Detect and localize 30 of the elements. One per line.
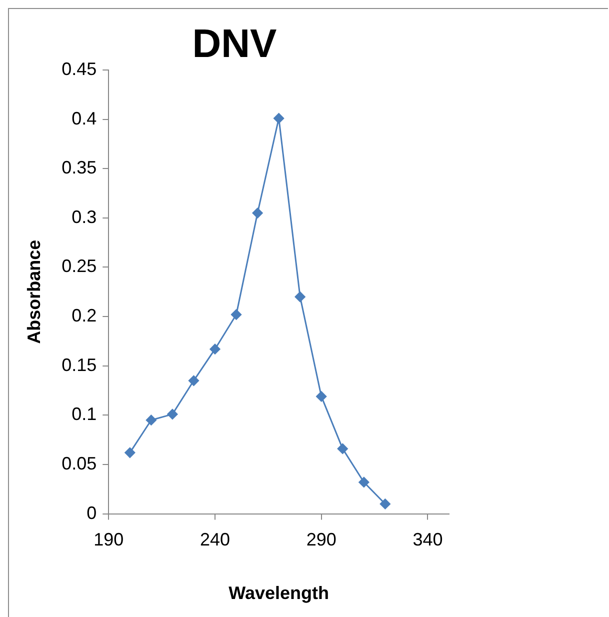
point (316, 391, 327, 402)
point (231, 309, 242, 320)
y-tick-label: 0.1 (72, 404, 97, 424)
point (380, 498, 390, 510)
y-tick-label: 0.4 (72, 108, 97, 128)
point (274, 113, 284, 124)
y-tick-label: 0.05 (62, 453, 97, 474)
y-tick-label: 0.25 (62, 256, 97, 276)
y-tick-label: 0.3 (72, 206, 97, 227)
y-tick-label: 0.35 (62, 158, 97, 178)
x-axis-title: Wavelength (228, 583, 329, 604)
point (124, 447, 136, 458)
x-tick-label: 190 (94, 530, 124, 550)
y-tick-label: 0 (86, 502, 97, 523)
point (294, 292, 306, 302)
point (358, 476, 370, 488)
point (252, 208, 263, 218)
point (167, 408, 178, 420)
point (188, 375, 199, 386)
y-tick-label: 0.15 (62, 354, 97, 375)
point (146, 414, 156, 426)
y-tick-label: 0.2 (72, 306, 97, 326)
x-tick-label: 340 (412, 530, 443, 550)
chart-title: DNV (192, 22, 278, 66)
point (210, 344, 220, 354)
y-tick-label: 0.45 (62, 58, 97, 79)
point (337, 443, 348, 454)
x-tick-label: 290 (306, 530, 336, 550)
y-axis-title: Absorbance (24, 240, 44, 344)
x-tick-label: 240 (200, 530, 230, 550)
